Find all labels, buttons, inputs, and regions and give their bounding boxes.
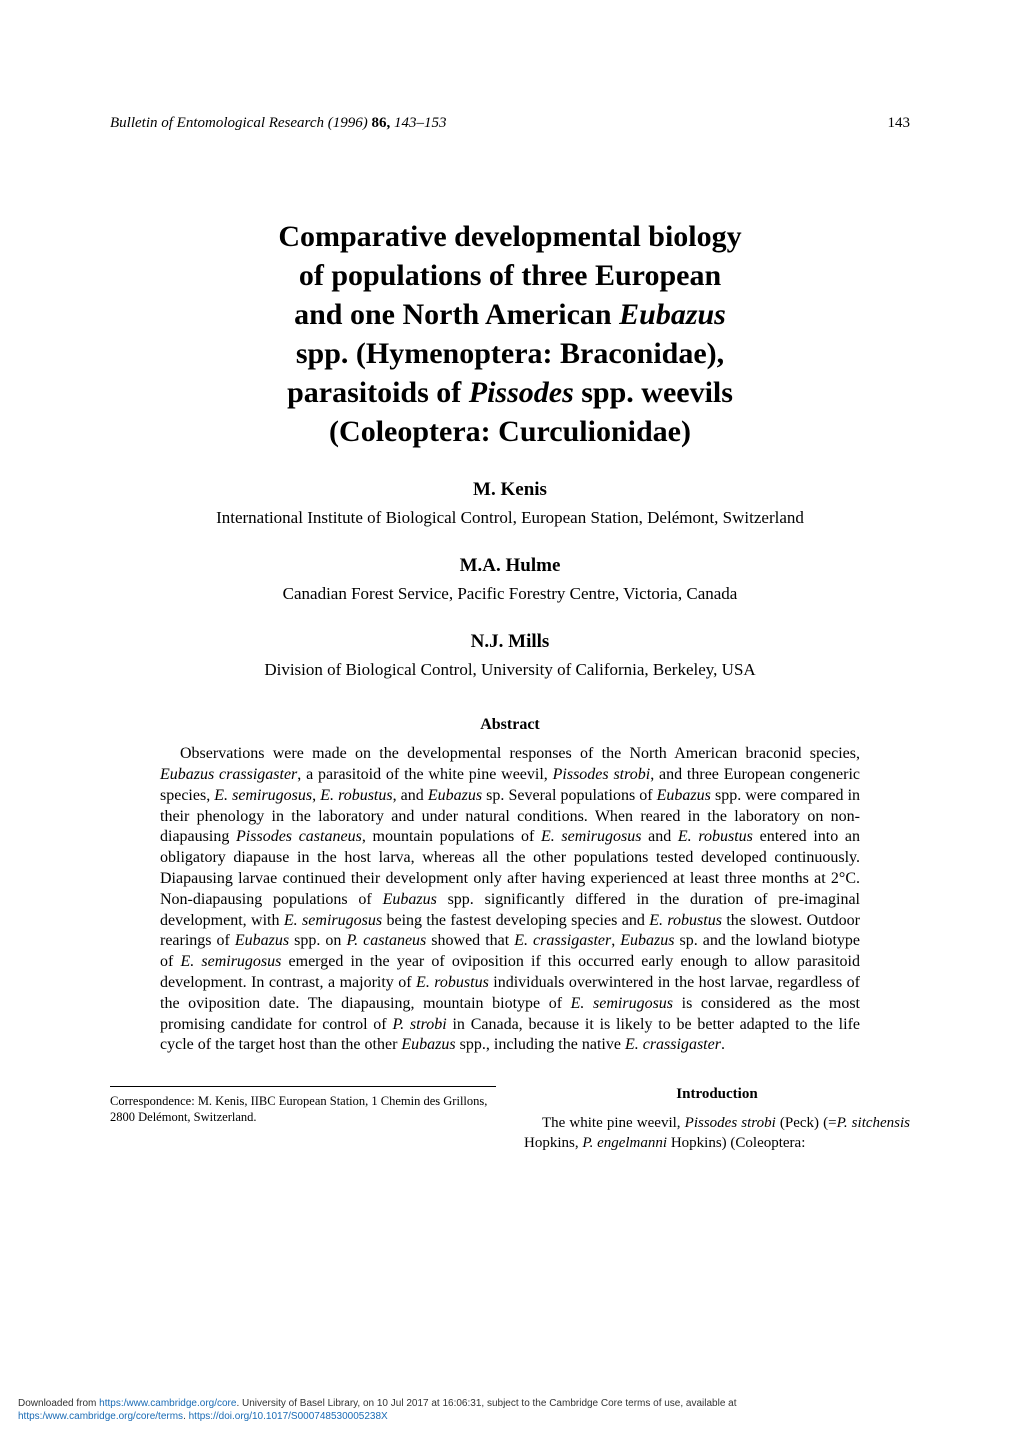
title-line: of populations of three European <box>299 259 721 292</box>
author-affiliation: Canadian Forest Service, Pacific Forestr… <box>110 583 910 605</box>
footer-link[interactable]: https://doi.org/10.1017/S000748530005238… <box>189 1411 388 1422</box>
introduction-body: The white pine weevil, Pissodes strobi (… <box>524 1113 910 1154</box>
journal-year: (1996) <box>328 115 368 131</box>
correspondence-footnote: Correspondence: M. Kenis, IIBC European … <box>110 1086 496 1154</box>
title-line: and one North American Eubazus <box>294 298 726 331</box>
journal-pages: 143–153 <box>394 115 447 131</box>
title-line: parasitoids of Pissodes spp. weevils <box>287 376 733 409</box>
title-line: Comparative developmental biology <box>278 220 741 253</box>
paper-title: Comparative developmental biology of pop… <box>110 217 910 451</box>
journal-volume: 86, <box>371 115 390 131</box>
running-header: Bulletin of Entomological Research (1996… <box>110 115 910 132</box>
author-affiliation: Division of Biological Control, Universi… <box>110 659 910 681</box>
footer-link[interactable]: https:/www.cambridge.org/core/terms <box>18 1411 183 1422</box>
author-name: M.A. Hulme <box>110 555 910 577</box>
download-footer: Downloaded from https:/www.cambridge.org… <box>18 1397 737 1423</box>
footer-link[interactable]: https:/www.cambridge.org/core <box>99 1398 236 1409</box>
author-name: M. Kenis <box>110 479 910 501</box>
introduction-text: The white pine weevil, Pissodes strobi (… <box>524 1115 910 1151</box>
two-column-section: Correspondence: M. Kenis, IIBC European … <box>110 1086 910 1154</box>
footer-text: Downloaded from <box>18 1398 99 1409</box>
author-name: N.J. Mills <box>110 631 910 653</box>
introduction-heading: Introduction <box>524 1086 910 1103</box>
abstract-heading: Abstract <box>110 716 910 734</box>
correspondence-text: Correspondence: M. Kenis, IIBC European … <box>110 1094 487 1124</box>
journal-citation: Bulletin of Entomological Research (1996… <box>110 115 446 132</box>
title-line: spp. (Hymenoptera: Braconidae), <box>296 337 724 370</box>
introduction-column: Introduction The white pine weevil, Piss… <box>524 1086 910 1154</box>
footer-text: . University of Basel Library, on 10 Jul… <box>236 1398 736 1409</box>
abstract-body: Observations were made on the developmen… <box>110 744 910 1056</box>
title-line: (Coleoptera: Curculionidae) <box>329 415 691 448</box>
author-affiliation: International Institute of Biological Co… <box>110 507 910 529</box>
abstract-text: Observations were made on the developmen… <box>160 745 860 1053</box>
journal-name: Bulletin of Entomological Research <box>110 115 324 131</box>
page-number: 143 <box>888 115 911 132</box>
paper-page: Bulletin of Entomological Research (1996… <box>0 0 1020 1184</box>
